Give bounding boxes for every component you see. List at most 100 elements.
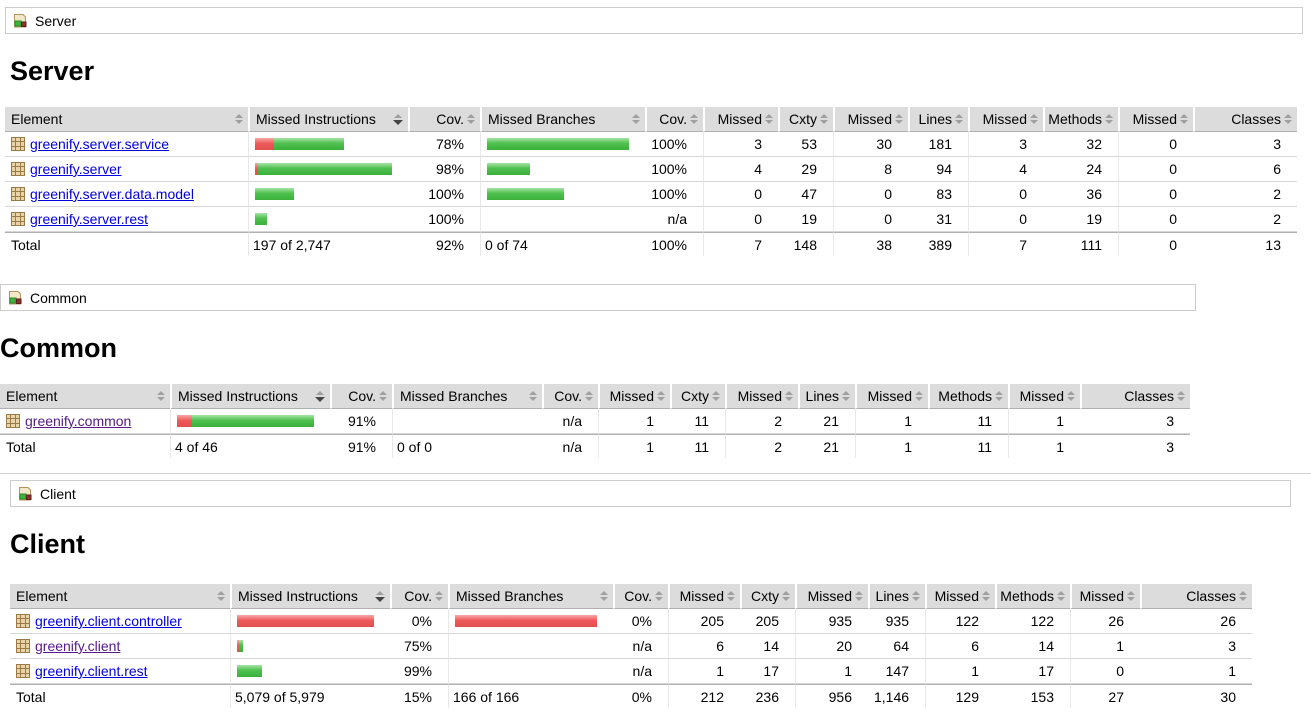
sort-icon[interactable] <box>727 591 735 601</box>
column-header-lines[interactable]: Lines <box>798 384 855 409</box>
column-header-missed[interactable]: Missed <box>725 384 798 409</box>
column-header-cxty[interactable]: Cxty <box>740 584 795 609</box>
package-link[interactable]: greenify.server.rest <box>30 211 149 227</box>
package-link[interactable]: greenify.server <box>30 161 122 177</box>
sort-icon[interactable] <box>529 391 537 401</box>
column-header-missed[interactable]: Missed <box>833 107 908 132</box>
column-header-cov-[interactable]: Cov. <box>613 584 668 609</box>
package-link[interactable]: greenify.client.rest <box>35 663 148 679</box>
column-header-missed-instructions[interactable]: Missed Instructions <box>248 107 408 132</box>
column-header-label: Missed Instructions <box>178 388 298 404</box>
column-header-missed[interactable]: Missed <box>1118 107 1193 132</box>
column-header-element[interactable]: Element <box>0 384 170 409</box>
sort-icon[interactable] <box>157 391 165 401</box>
sort-icon[interactable] <box>632 114 640 124</box>
total-counter-cell: 148 <box>778 232 833 256</box>
column-header-cov-[interactable]: Cov. <box>408 107 480 132</box>
column-header-missed-instructions[interactable]: Missed Instructions <box>170 384 330 409</box>
column-header-missed-branches[interactable]: Missed Branches <box>480 107 645 132</box>
sort-icon[interactable] <box>315 390 325 402</box>
sort-icon[interactable] <box>1127 591 1135 601</box>
column-header-missed[interactable]: Missed <box>1070 584 1140 609</box>
column-header-missed-instructions[interactable]: Missed Instructions <box>230 584 390 609</box>
sort-icon[interactable] <box>785 391 793 401</box>
total-counter-cell: 153 <box>995 684 1070 708</box>
total-counter-cell: 7 <box>968 232 1043 256</box>
column-header-missed[interactable]: Missed <box>598 384 670 409</box>
sort-icon[interactable] <box>375 590 385 602</box>
column-header-missed[interactable]: Missed <box>668 584 740 609</box>
missed-bar-segment <box>255 138 274 150</box>
package-link[interactable]: greenify.common <box>25 413 132 429</box>
sort-icon[interactable] <box>235 114 243 124</box>
package-link[interactable]: greenify.server.data.model <box>30 186 194 202</box>
counter-cell: 19 <box>778 207 833 232</box>
column-header-cxty[interactable]: Cxty <box>670 384 725 409</box>
column-header-label: Missed <box>717 111 762 127</box>
column-header-missed[interactable]: Missed <box>855 384 928 409</box>
sort-icon[interactable] <box>1284 114 1292 124</box>
sort-icon[interactable] <box>765 114 773 124</box>
package-link[interactable]: greenify.client.controller <box>35 613 182 629</box>
column-header-lines[interactable]: Lines <box>868 584 925 609</box>
counter-cell: 21 <box>798 409 855 434</box>
column-header-element[interactable]: Element <box>10 584 230 609</box>
sort-icon[interactable] <box>915 391 923 401</box>
sort-icon[interactable] <box>712 391 720 401</box>
breadcrumb: Server <box>5 7 1303 34</box>
column-header-cov-[interactable]: Cov. <box>542 384 598 409</box>
sort-icon[interactable] <box>1105 114 1113 124</box>
sort-icon[interactable] <box>467 114 475 124</box>
column-header-missed[interactable]: Missed <box>795 584 868 609</box>
sort-icon[interactable] <box>855 591 863 601</box>
column-header-methods[interactable]: Methods <box>928 384 1008 409</box>
column-header-missed-branches[interactable]: Missed Branches <box>392 384 542 409</box>
column-header-classes[interactable]: Classes <box>1193 107 1297 132</box>
column-header-classes[interactable]: Classes <box>1080 384 1190 409</box>
sort-icon[interactable] <box>1180 114 1188 124</box>
column-header-cov-[interactable]: Cov. <box>330 384 392 409</box>
sort-icon[interactable] <box>1057 591 1065 601</box>
sort-icon[interactable] <box>982 591 990 601</box>
column-header-missed[interactable]: Missed <box>1008 384 1080 409</box>
package-link[interactable]: greenify.client <box>35 638 121 654</box>
sort-icon[interactable] <box>435 591 443 601</box>
sort-icon[interactable] <box>217 591 225 601</box>
table-row: greenify.server.data.model 100% 100% 0 47 0 83… <box>5 182 1297 207</box>
sort-icon[interactable] <box>912 591 920 601</box>
sort-icon[interactable] <box>600 591 608 601</box>
sort-icon[interactable] <box>379 391 387 401</box>
sort-icon[interactable] <box>655 591 663 601</box>
sort-icon[interactable] <box>657 391 665 401</box>
column-header-methods[interactable]: Methods <box>995 584 1070 609</box>
total-counter-cell: 11 <box>670 434 725 458</box>
column-header-missed[interactable]: Missed <box>968 107 1043 132</box>
column-header-cov-[interactable]: Cov. <box>390 584 448 609</box>
sort-icon[interactable] <box>1239 591 1247 601</box>
sort-icon[interactable] <box>690 114 698 124</box>
sort-icon[interactable] <box>1067 391 1075 401</box>
sort-icon[interactable] <box>955 114 963 124</box>
sort-icon[interactable] <box>1030 114 1038 124</box>
sort-icon[interactable] <box>820 114 828 124</box>
column-header-element[interactable]: Element <box>5 107 248 132</box>
column-header-missed-branches[interactable]: Missed Branches <box>448 584 613 609</box>
column-header-missed[interactable]: Missed <box>703 107 778 132</box>
column-header-methods[interactable]: Methods <box>1043 107 1118 132</box>
sort-icon[interactable] <box>895 114 903 124</box>
sort-icon[interactable] <box>995 391 1003 401</box>
column-header-cov-[interactable]: Cov. <box>645 107 703 132</box>
column-header-missed[interactable]: Missed <box>925 584 995 609</box>
column-header-cxty[interactable]: Cxty <box>778 107 833 132</box>
counter-cell: 19 <box>1043 207 1118 232</box>
sort-icon[interactable] <box>782 591 790 601</box>
total-instruction-coverage-cell: 91% <box>330 434 392 458</box>
sort-icon[interactable] <box>1177 391 1185 401</box>
package-icon <box>11 162 25 176</box>
sort-icon[interactable] <box>842 391 850 401</box>
package-link[interactable]: greenify.server.service <box>30 136 170 152</box>
sort-icon[interactable] <box>585 391 593 401</box>
sort-icon[interactable] <box>393 113 403 125</box>
column-header-lines[interactable]: Lines <box>908 107 968 132</box>
column-header-classes[interactable]: Classes <box>1140 584 1252 609</box>
